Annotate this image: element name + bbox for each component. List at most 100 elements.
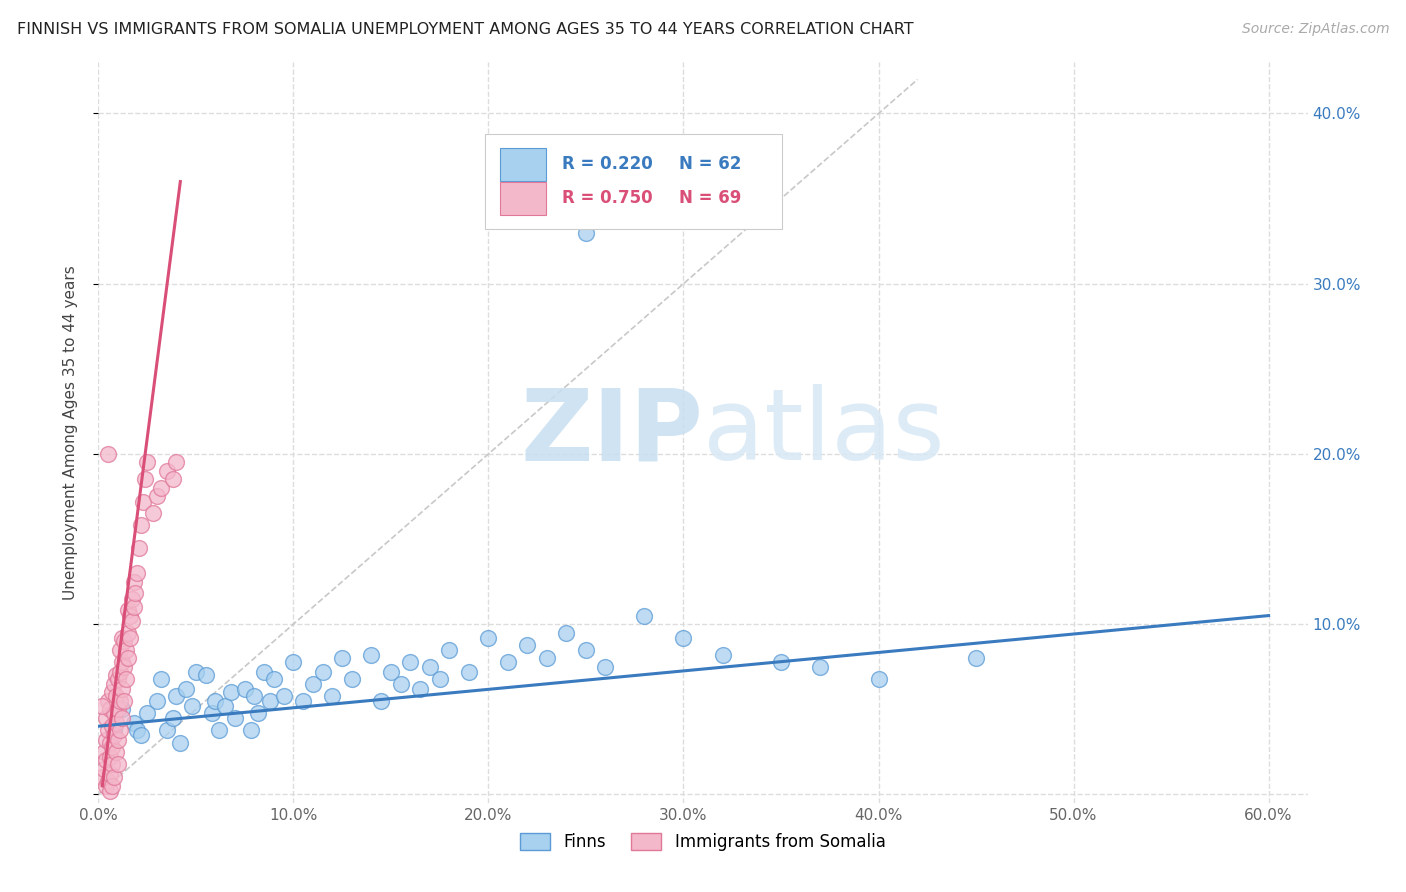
Point xyxy=(370,694,392,708)
Point xyxy=(146,694,169,708)
Point xyxy=(96,711,118,725)
Point xyxy=(117,603,139,617)
Point xyxy=(103,728,125,742)
Point xyxy=(91,770,114,784)
Point xyxy=(107,672,129,686)
Point xyxy=(104,715,127,730)
Text: Source: ZipAtlas.com: Source: ZipAtlas.com xyxy=(1241,22,1389,37)
Text: N = 62: N = 62 xyxy=(679,155,741,173)
Point xyxy=(419,659,441,673)
FancyBboxPatch shape xyxy=(501,182,546,215)
Point xyxy=(769,655,792,669)
Point xyxy=(107,732,129,747)
Point xyxy=(149,672,172,686)
Point xyxy=(117,651,139,665)
Point xyxy=(93,745,115,759)
Point xyxy=(128,541,150,555)
Point xyxy=(672,631,695,645)
Point xyxy=(108,642,131,657)
Point xyxy=(208,723,231,737)
Point xyxy=(496,655,519,669)
Point xyxy=(312,665,335,679)
Point xyxy=(118,608,141,623)
Point xyxy=(111,681,134,696)
Point xyxy=(104,689,127,703)
Point xyxy=(162,472,184,486)
Point xyxy=(117,625,139,640)
Point xyxy=(595,659,617,673)
Point xyxy=(97,723,120,737)
Point xyxy=(169,736,191,750)
Point xyxy=(174,681,197,696)
Point xyxy=(127,723,149,737)
Point xyxy=(633,608,655,623)
Point xyxy=(104,745,127,759)
Point xyxy=(108,665,131,679)
Point xyxy=(156,464,179,478)
Point xyxy=(711,648,734,662)
Point xyxy=(91,698,114,713)
Point xyxy=(118,631,141,645)
Point xyxy=(219,685,242,699)
Point xyxy=(103,676,125,690)
Point xyxy=(204,694,226,708)
Point xyxy=(112,694,135,708)
Point xyxy=(93,762,115,776)
Point xyxy=(98,784,121,798)
Legend: Finns, Immigrants from Somalia: Finns, Immigrants from Somalia xyxy=(513,826,893,857)
Point xyxy=(101,779,124,793)
Point xyxy=(127,566,149,580)
Text: ZIP: ZIP xyxy=(520,384,703,481)
Point xyxy=(868,672,890,686)
Point xyxy=(575,226,598,240)
Text: R = 0.750: R = 0.750 xyxy=(561,189,652,207)
Point xyxy=(122,715,145,730)
Point xyxy=(111,655,134,669)
Point xyxy=(97,773,120,788)
FancyBboxPatch shape xyxy=(501,148,546,181)
Y-axis label: Unemployment Among Ages 35 to 44 years: Unemployment Among Ages 35 to 44 years xyxy=(63,265,77,600)
Point xyxy=(131,728,153,742)
Point xyxy=(122,600,145,615)
Text: R = 0.220: R = 0.220 xyxy=(561,155,652,173)
Point xyxy=(149,481,172,495)
Point xyxy=(103,770,125,784)
Point xyxy=(103,723,125,737)
Point xyxy=(98,702,121,716)
Point xyxy=(103,706,125,720)
Point xyxy=(98,749,121,764)
Point xyxy=(98,767,121,781)
Point xyxy=(389,676,412,690)
Point xyxy=(253,665,276,679)
Point xyxy=(134,472,156,486)
Point xyxy=(146,490,169,504)
Point xyxy=(114,672,136,686)
Point xyxy=(224,711,246,725)
Point xyxy=(273,689,295,703)
Point xyxy=(101,739,124,754)
Point xyxy=(165,689,187,703)
FancyBboxPatch shape xyxy=(485,135,782,229)
Point xyxy=(477,631,499,645)
Point xyxy=(263,672,285,686)
Point xyxy=(808,659,831,673)
Point xyxy=(156,723,179,737)
Point xyxy=(97,447,120,461)
Point xyxy=(122,574,145,589)
Point xyxy=(101,685,124,699)
Point xyxy=(124,586,146,600)
Point xyxy=(239,723,262,737)
Point xyxy=(121,614,143,628)
Point xyxy=(111,711,134,725)
Point xyxy=(121,591,143,606)
Point xyxy=(321,689,343,703)
Point xyxy=(380,665,402,679)
Point xyxy=(101,719,124,733)
Point xyxy=(165,455,187,469)
Point xyxy=(136,706,159,720)
Point xyxy=(97,694,120,708)
Point xyxy=(247,706,270,720)
Point xyxy=(108,694,131,708)
Point xyxy=(536,651,558,665)
Point xyxy=(184,665,207,679)
